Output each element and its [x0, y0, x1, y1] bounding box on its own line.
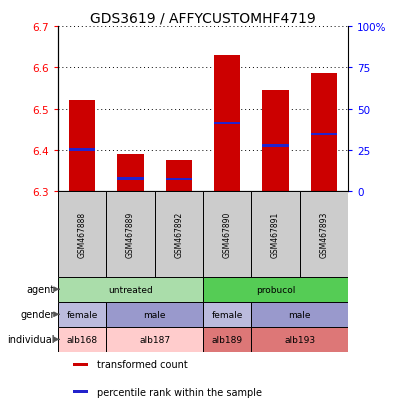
Bar [69, 149, 96, 151]
Bar [203, 192, 251, 277]
Text: individual: individual [8, 335, 55, 344]
Text: GSM467888: GSM467888 [78, 211, 87, 257]
Text: GSM467889: GSM467889 [126, 211, 135, 257]
Bar [300, 192, 348, 277]
Text: alb189: alb189 [212, 335, 243, 344]
Text: male: male [288, 310, 311, 319]
Bar [58, 192, 106, 277]
Bar [203, 277, 348, 302]
Bar [214, 56, 240, 192]
Bar [72, 390, 88, 393]
Bar [203, 327, 251, 352]
Text: GSM467891: GSM467891 [271, 211, 280, 257]
Text: alb193: alb193 [284, 335, 315, 344]
Bar [262, 91, 289, 192]
Bar [117, 154, 144, 192]
Text: alb168: alb168 [67, 335, 98, 344]
Bar [106, 327, 203, 352]
Text: male: male [144, 310, 166, 319]
Bar [69, 101, 96, 192]
Bar [310, 74, 337, 192]
Text: GSM467892: GSM467892 [174, 211, 183, 257]
Text: agent: agent [27, 285, 55, 294]
Bar [251, 302, 348, 327]
Bar [117, 178, 144, 180]
Bar [72, 363, 88, 366]
Text: untreated: untreated [108, 285, 153, 294]
Bar [58, 302, 106, 327]
Text: female: female [212, 310, 243, 319]
Text: GSM467890: GSM467890 [223, 211, 232, 257]
Bar [214, 123, 240, 125]
Bar [58, 327, 106, 352]
Bar [106, 302, 203, 327]
Text: transformed count: transformed count [97, 360, 188, 370]
Bar [262, 145, 289, 147]
Bar [166, 178, 192, 181]
Text: percentile rank within the sample: percentile rank within the sample [97, 387, 262, 397]
Title: GDS3619 / AFFYCUSTOMHF4719: GDS3619 / AFFYCUSTOMHF4719 [90, 12, 316, 26]
Bar [251, 192, 300, 277]
Bar [155, 192, 203, 277]
Text: alb187: alb187 [139, 335, 170, 344]
Bar [58, 277, 203, 302]
Bar [203, 302, 251, 327]
Bar [251, 327, 348, 352]
Text: GSM467893: GSM467893 [319, 211, 328, 257]
Text: gender: gender [20, 309, 55, 320]
Bar [106, 192, 155, 277]
Text: probucol: probucol [256, 285, 295, 294]
Text: female: female [66, 310, 98, 319]
Bar [310, 133, 337, 136]
Bar [166, 161, 192, 192]
